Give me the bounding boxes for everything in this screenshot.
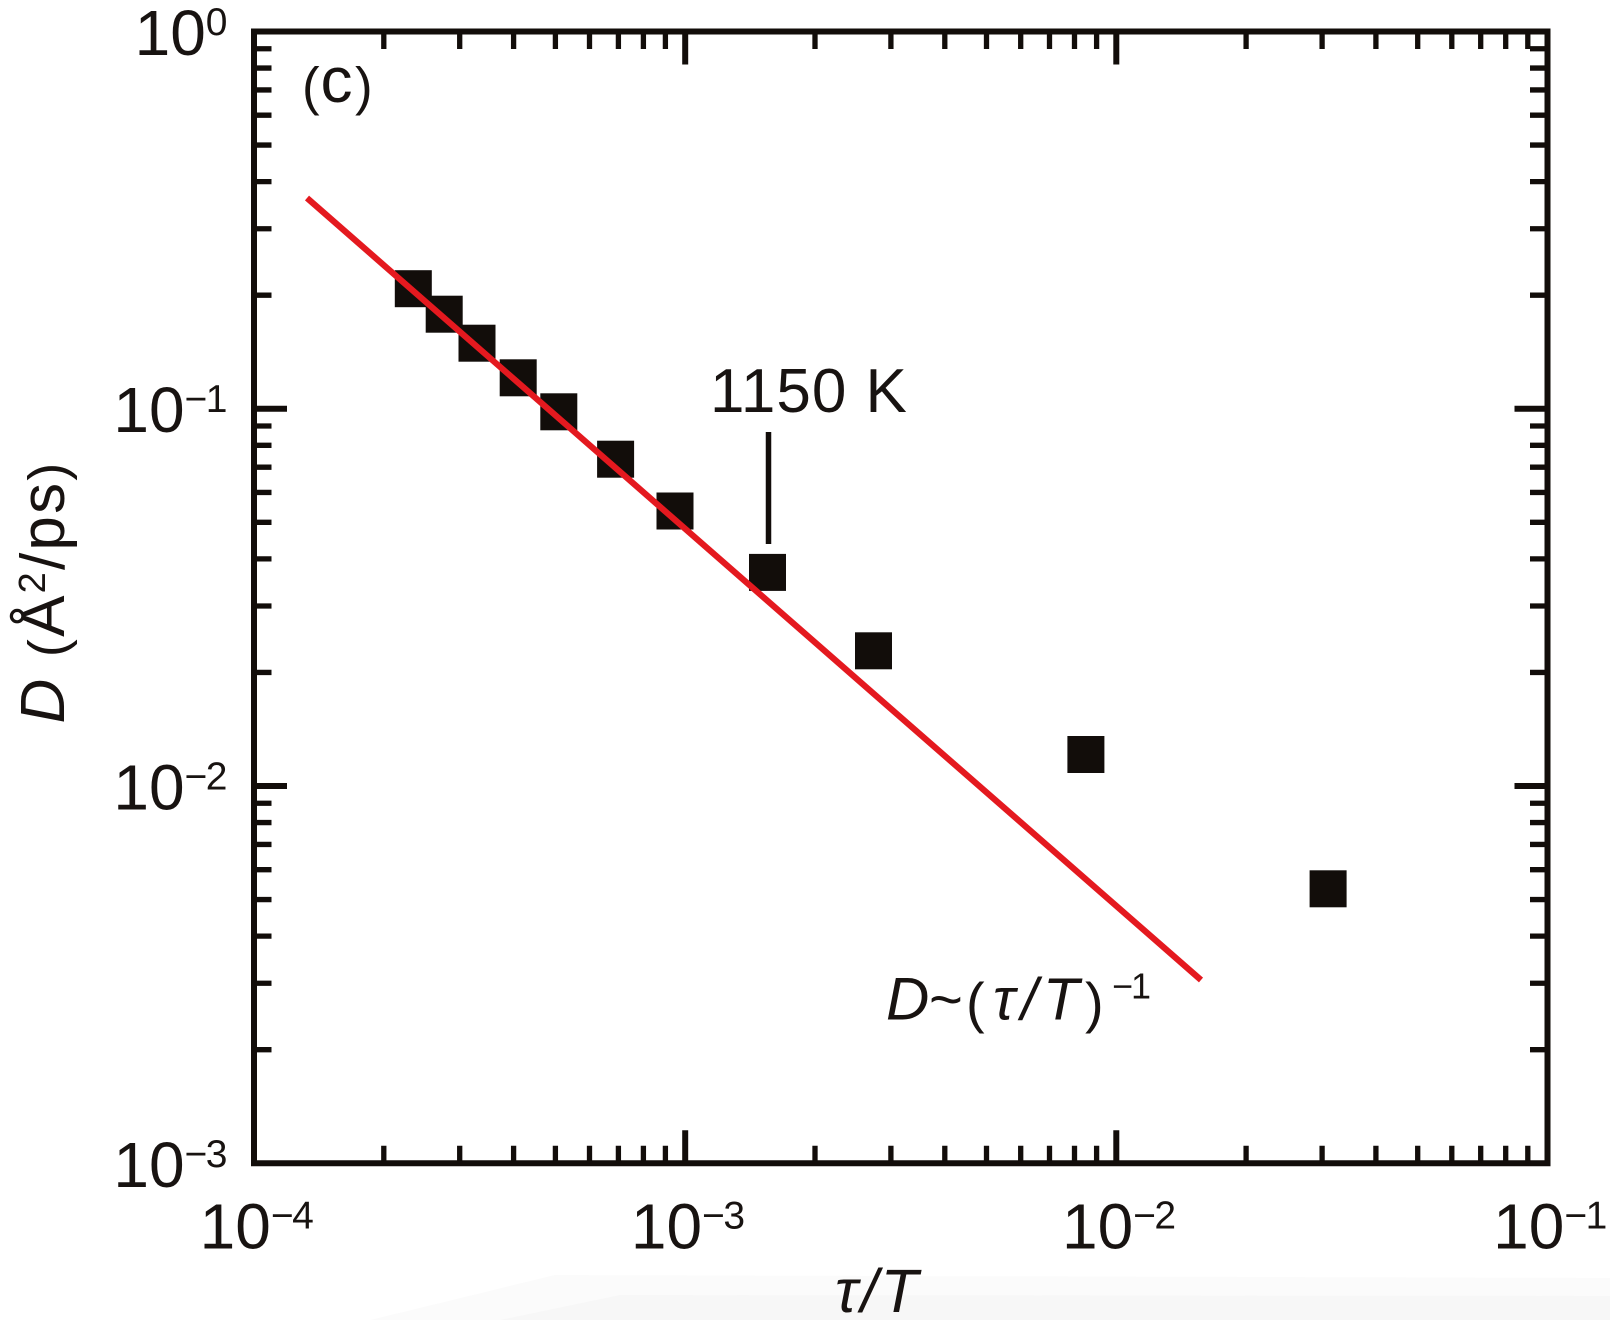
svg-text:100: 100 [135,0,227,69]
svg-text:τ/T: τ/T [835,1257,922,1320]
svg-text:(c): (c) [302,44,373,117]
svg-text:10−3: 10−3 [631,1191,744,1263]
svg-text:10−1: 10−1 [1493,1191,1606,1263]
svg-text:10−2: 10−2 [113,752,226,824]
svg-text:10−4: 10−4 [200,1191,313,1263]
svg-text:D~(τ/T)−1: D~(τ/T) −1 [886,966,1150,1035]
svg-text:D (Å2/ps): D (Å2/ps) [9,460,78,723]
svg-text:10−1: 10−1 [113,374,226,446]
svg-text:10−2: 10−2 [1062,1191,1175,1263]
svg-text:1150 K: 1150 K [710,357,908,426]
